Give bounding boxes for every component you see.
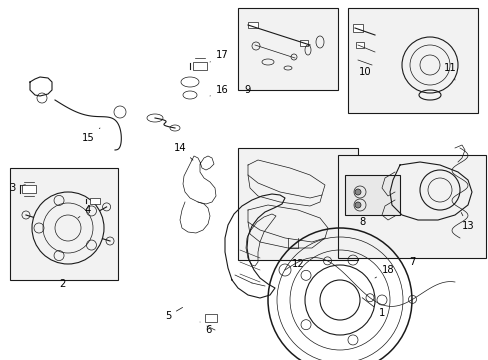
Text: 11: 11	[443, 63, 455, 80]
Text: 1: 1	[362, 298, 385, 318]
Text: 6: 6	[200, 322, 211, 335]
Bar	[337, 155, 485, 258]
Text: 12: 12	[291, 259, 304, 269]
Bar	[247, 22, 258, 28]
Bar	[299, 40, 307, 46]
Circle shape	[354, 202, 360, 208]
Text: 7: 7	[408, 257, 414, 267]
Bar	[355, 42, 363, 48]
Bar	[347, 8, 477, 113]
Circle shape	[354, 189, 360, 195]
Bar	[204, 314, 217, 322]
Text: 4: 4	[78, 205, 91, 218]
Bar	[90, 198, 100, 204]
Text: 10: 10	[358, 67, 370, 77]
Text: 5: 5	[164, 307, 182, 321]
Text: 15: 15	[81, 128, 100, 143]
Bar	[238, 148, 357, 260]
Bar	[238, 8, 337, 90]
Text: 16: 16	[209, 85, 228, 96]
Text: 18: 18	[374, 265, 393, 278]
Text: 8: 8	[358, 217, 365, 227]
Bar	[10, 168, 118, 280]
Text: 13: 13	[460, 212, 473, 231]
Bar	[193, 62, 206, 70]
Text: 14: 14	[173, 143, 193, 160]
Bar	[352, 24, 362, 32]
Text: 2: 2	[59, 279, 65, 289]
Bar	[22, 185, 36, 193]
Text: 17: 17	[209, 50, 228, 62]
Text: 3: 3	[9, 183, 25, 193]
Bar	[345, 175, 399, 215]
Text: 9: 9	[244, 85, 251, 95]
